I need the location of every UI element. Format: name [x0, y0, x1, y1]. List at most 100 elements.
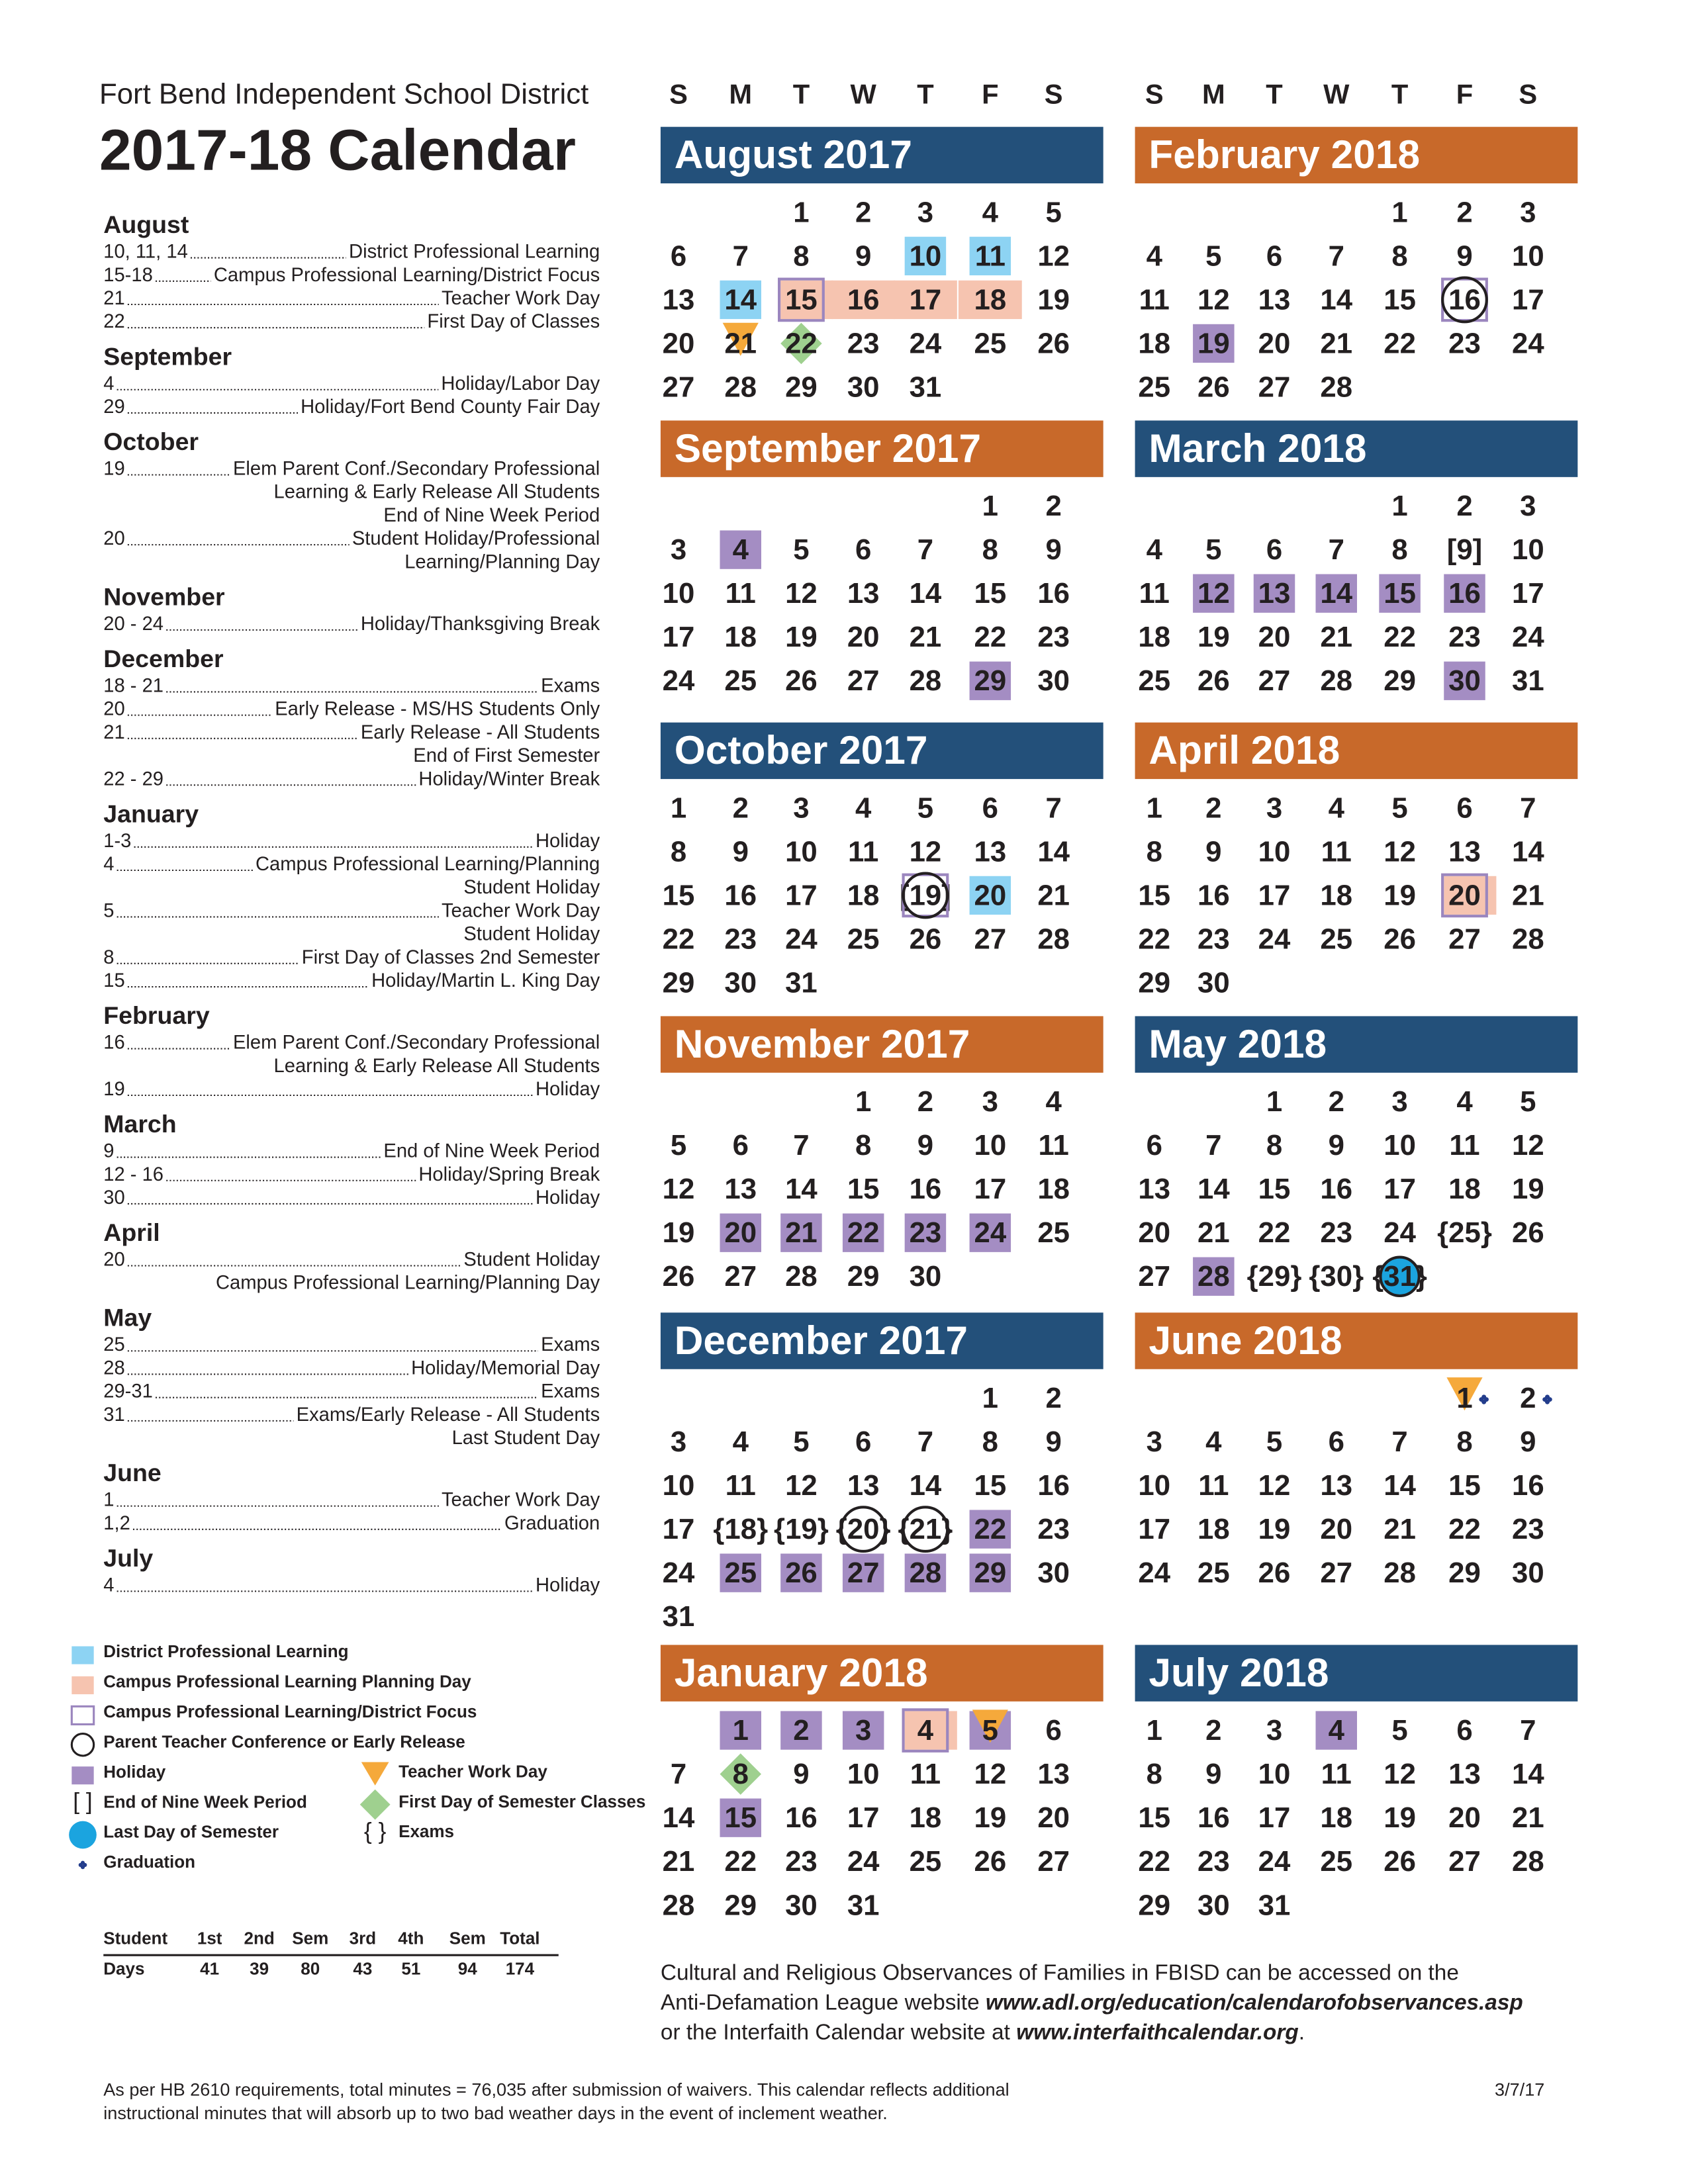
- event-date: 18 - 21: [103, 675, 164, 696]
- day-number: 11: [1321, 835, 1352, 868]
- event-month: September: [103, 342, 232, 370]
- day-number: 11: [910, 1758, 941, 1790]
- day-number: 7: [1045, 792, 1061, 824]
- holiday-highlight: [842, 1553, 884, 1592]
- day-number: 31: [663, 1600, 695, 1633]
- day-number: 23: [785, 1845, 818, 1878]
- month-title: September 2017: [675, 426, 981, 471]
- day-number: 20: [724, 1216, 757, 1249]
- legend-label: Campus Professional Learning Planning Da…: [103, 1672, 471, 1692]
- event-date: 10, 11, 14: [103, 242, 188, 263]
- month-title: August 2017: [675, 132, 912, 177]
- day-number: 2: [793, 1714, 809, 1747]
- table-cell: 2nd: [244, 1929, 275, 1948]
- day-number: 7: [1520, 792, 1536, 824]
- teacher-work-day-icon: [722, 322, 759, 356]
- last-day-icon: [1379, 1255, 1421, 1297]
- day-number: 7: [1329, 533, 1344, 566]
- day-number: 29: [1138, 1889, 1170, 1921]
- day-number: 6: [671, 240, 686, 272]
- table-cell: 1st: [197, 1929, 222, 1948]
- day-number: 27: [724, 1260, 757, 1293]
- event-date: 22: [103, 311, 124, 332]
- day-number: 30: [910, 1260, 942, 1293]
- day-number: 7: [1520, 1714, 1536, 1747]
- day-number: 12: [1383, 835, 1416, 868]
- day-number: 29: [1138, 967, 1170, 999]
- event-month: March: [103, 1110, 176, 1138]
- day-number: 30: [724, 967, 757, 999]
- day-number: 27: [847, 664, 880, 697]
- day-number: 13: [1258, 577, 1291, 610]
- dpl-highlight: [969, 876, 1011, 915]
- day-number: 16: [1512, 1469, 1544, 1502]
- day-number: 8: [1391, 240, 1407, 272]
- day-number: 17: [1512, 577, 1544, 610]
- day-number: 5: [1520, 1085, 1536, 1118]
- day-number: 10: [785, 835, 818, 868]
- weekday-header: S: [1045, 78, 1063, 109]
- day-number: 20: [663, 327, 695, 359]
- legend-swatch: [70, 1733, 95, 1757]
- day-number: 11: [726, 1469, 756, 1502]
- weekday-header: T: [1391, 78, 1408, 109]
- legend-label: Campus Professional Learning/District Fo…: [103, 1702, 477, 1721]
- day-number: 16: [1448, 283, 1481, 316]
- day-number: 21: [1512, 879, 1544, 911]
- event-date: 4: [103, 1574, 114, 1596]
- holiday-highlight: [904, 1213, 947, 1252]
- event-description: Holiday: [536, 1574, 600, 1596]
- event-description: Early Release - All Students: [361, 722, 600, 743]
- event-date: 28: [103, 1357, 124, 1379]
- event-description: Holiday/Labor Day: [441, 373, 600, 394]
- day-number: 13: [974, 835, 1006, 868]
- day-number: 2: [1456, 196, 1472, 228]
- month-bar: [660, 1016, 1103, 1073]
- day-number: 15: [974, 1469, 1006, 1502]
- observance-line: or the Interfaith Calendar website at ww…: [661, 2020, 1305, 2044]
- day-number: 31: [1258, 1889, 1291, 1921]
- event-description: Holiday/Thanksgiving Break: [361, 614, 600, 635]
- day-number: 23: [847, 327, 880, 359]
- event-date: 20 - 24: [103, 614, 164, 635]
- day-number: 7: [1391, 1426, 1407, 1458]
- day-number: 21: [1197, 1216, 1230, 1249]
- event-description: Exams: [541, 1334, 600, 1355]
- day-number: 14: [1383, 1469, 1416, 1502]
- district-name: Fort Bend Independent School District: [99, 77, 588, 110]
- day-number: 10: [910, 240, 942, 272]
- day-number: 15: [1448, 1469, 1481, 1502]
- day-number: 10: [974, 1129, 1006, 1161]
- day-number: 20: [1037, 1801, 1070, 1834]
- day-number: 9: [793, 1758, 809, 1790]
- day-number: 23: [724, 923, 757, 955]
- day-number: 3: [1520, 196, 1536, 228]
- day-number: 23: [1197, 923, 1230, 955]
- month-bar: [1135, 1312, 1578, 1369]
- event-date: 25: [103, 1334, 124, 1355]
- event-date: 12 - 16: [103, 1164, 164, 1185]
- event-description: Teacher Work Day: [442, 288, 600, 309]
- day-number: 27: [847, 1557, 880, 1589]
- event-date: 19: [103, 1079, 124, 1100]
- day-number: 27: [1448, 1845, 1481, 1878]
- event-description: Teacher Work Day: [442, 1490, 600, 1511]
- day-number: 9: [917, 1129, 933, 1161]
- day-number: 22: [1383, 327, 1416, 359]
- day-number: 30: [1197, 967, 1230, 999]
- month-bar: [660, 1645, 1103, 1702]
- holiday-highlight: [842, 1711, 884, 1750]
- table-cell: 174: [506, 1958, 535, 1978]
- holiday-highlight: [1315, 574, 1357, 613]
- day-number: 14: [1197, 1173, 1230, 1205]
- holiday-highlight: [1444, 574, 1485, 613]
- graduation-icon: [78, 1862, 83, 1867]
- day-number: 20: [1138, 1216, 1170, 1249]
- event-month: January: [103, 799, 199, 827]
- conference-circle: [839, 1506, 887, 1553]
- holiday-highlight: [1444, 661, 1485, 700]
- day-number: 19: [1383, 1801, 1416, 1834]
- day-number: 14: [1320, 577, 1352, 610]
- day-number: 8: [1147, 1758, 1162, 1790]
- event-month: June: [103, 1459, 162, 1486]
